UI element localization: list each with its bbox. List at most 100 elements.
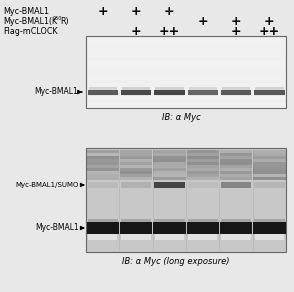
- Bar: [86, 156, 119, 159]
- Bar: [153, 156, 186, 159]
- Bar: [86, 53, 286, 55]
- Bar: [186, 171, 219, 174]
- Bar: [220, 168, 252, 171]
- Bar: [255, 234, 284, 240]
- Bar: [186, 222, 219, 234]
- Bar: [86, 79, 286, 81]
- Bar: [86, 150, 119, 153]
- Bar: [155, 234, 184, 240]
- Bar: [188, 219, 218, 222]
- Bar: [220, 150, 252, 153]
- Bar: [154, 182, 185, 188]
- Bar: [86, 73, 286, 74]
- Bar: [122, 95, 150, 96]
- Bar: [222, 95, 250, 96]
- Bar: [86, 83, 286, 84]
- Text: +: +: [197, 15, 208, 28]
- Text: Myc-BMAL1: Myc-BMAL1: [35, 223, 79, 232]
- Bar: [86, 159, 119, 162]
- Bar: [86, 101, 286, 102]
- Bar: [220, 153, 252, 156]
- Text: +: +: [231, 15, 241, 28]
- Bar: [153, 168, 186, 171]
- Bar: [120, 162, 152, 165]
- Bar: [155, 95, 183, 96]
- Bar: [255, 95, 283, 96]
- Bar: [86, 162, 119, 165]
- Bar: [88, 182, 118, 188]
- Bar: [153, 153, 186, 156]
- Bar: [188, 182, 218, 188]
- Bar: [120, 174, 152, 177]
- Bar: [120, 153, 152, 156]
- Bar: [121, 90, 151, 95]
- Bar: [221, 182, 251, 188]
- Bar: [186, 153, 219, 156]
- Bar: [253, 162, 285, 165]
- Bar: [86, 63, 286, 65]
- Bar: [155, 87, 183, 90]
- Bar: [186, 162, 219, 165]
- Bar: [86, 177, 119, 180]
- Bar: [120, 159, 152, 162]
- Bar: [86, 37, 286, 39]
- Bar: [253, 168, 285, 171]
- Bar: [221, 90, 251, 95]
- Bar: [86, 49, 286, 51]
- Text: 250: 250: [53, 16, 62, 21]
- Bar: [220, 177, 252, 180]
- Bar: [255, 87, 283, 90]
- Bar: [88, 95, 117, 96]
- Bar: [120, 171, 152, 174]
- Bar: [188, 87, 217, 90]
- Bar: [120, 165, 152, 168]
- Bar: [86, 57, 286, 58]
- Bar: [86, 41, 286, 43]
- Bar: [88, 90, 118, 95]
- Bar: [220, 159, 252, 162]
- Text: Flag-mCLOCK: Flag-mCLOCK: [3, 27, 58, 36]
- Bar: [86, 36, 286, 108]
- Text: Myc-BMAL1(K: Myc-BMAL1(K: [3, 17, 57, 26]
- Bar: [120, 168, 152, 171]
- Bar: [186, 168, 219, 171]
- Bar: [253, 177, 285, 180]
- Bar: [186, 165, 219, 168]
- Bar: [253, 156, 285, 159]
- Bar: [86, 97, 286, 98]
- Bar: [86, 99, 286, 100]
- Bar: [220, 222, 252, 234]
- Bar: [220, 171, 252, 174]
- Bar: [220, 165, 252, 168]
- Bar: [86, 51, 286, 53]
- Bar: [153, 171, 186, 174]
- Bar: [186, 174, 219, 177]
- Bar: [86, 59, 286, 60]
- Bar: [86, 77, 286, 79]
- Bar: [186, 156, 219, 159]
- Bar: [120, 222, 152, 234]
- Bar: [86, 85, 286, 86]
- Bar: [254, 182, 285, 188]
- Bar: [86, 222, 119, 234]
- Bar: [253, 171, 285, 174]
- Text: +: +: [131, 25, 141, 38]
- Bar: [221, 234, 251, 240]
- Bar: [86, 61, 286, 62]
- Bar: [253, 165, 285, 168]
- Bar: [253, 159, 285, 162]
- Bar: [121, 182, 151, 188]
- Bar: [186, 159, 219, 162]
- Bar: [188, 90, 218, 95]
- Bar: [88, 234, 117, 240]
- Bar: [154, 90, 185, 95]
- Bar: [253, 153, 285, 156]
- Bar: [86, 47, 286, 48]
- Text: IB: α Myc: IB: α Myc: [162, 113, 201, 122]
- Bar: [86, 107, 286, 109]
- Bar: [86, 87, 286, 88]
- Text: +: +: [131, 5, 141, 18]
- Bar: [86, 67, 286, 69]
- Bar: [86, 148, 286, 252]
- Bar: [120, 156, 152, 159]
